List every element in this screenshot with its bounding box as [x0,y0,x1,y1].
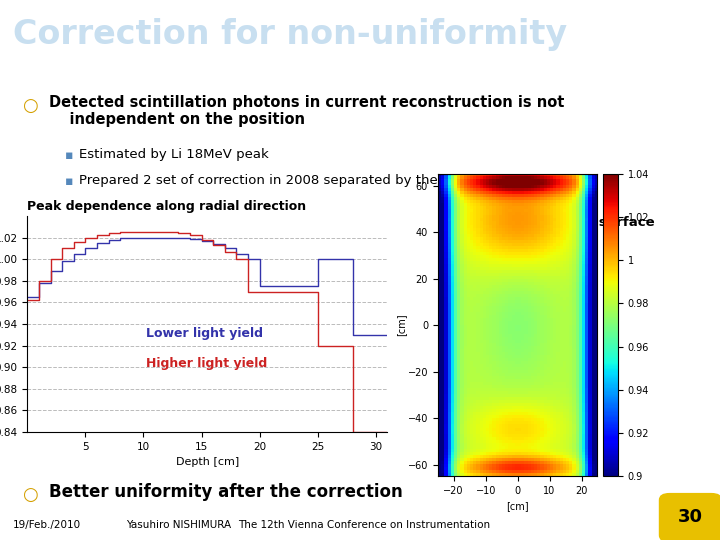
Text: Peak dependence along radial direction: Peak dependence along radial direction [27,200,307,213]
Text: ○: ○ [22,97,37,116]
Text: Detected scintillation photons in current reconstruction is not
    independent : Detected scintillation photons in curren… [49,95,564,127]
Text: ▪: ▪ [65,175,73,188]
Text: Lower light yield: Lower light yield [146,327,264,340]
Text: Estimated by Li 18MeV peak: Estimated by Li 18MeV peak [79,148,269,161]
Text: 19/Feb./2010: 19/Feb./2010 [13,519,81,530]
Text: ▪: ▪ [65,149,73,162]
Text: 30: 30 [678,508,703,526]
Text: Higher light yield: Higher light yield [146,357,267,370]
Text: The 12th Vienna Conference on Instrumentation: The 12th Vienna Conference on Instrument… [238,519,490,530]
Text: Better uniformity after the correction: Better uniformity after the correction [49,483,402,502]
Text: Prepared 2 set of correction in 2008 separated by the light yield: Prepared 2 set of correction in 2008 sep… [79,174,508,187]
Text: ○: ○ [22,486,37,504]
Text: Yasuhiro NISHIMURA: Yasuhiro NISHIMURA [126,519,231,530]
Text: Correction for non-uniformity: Correction for non-uniformity [13,18,567,51]
X-axis label: [cm]: [cm] [506,502,529,511]
Text: Peak map
on LXe inner surface: Peak map on LXe inner surface [500,201,655,229]
Y-axis label: [cm]: [cm] [396,314,406,336]
X-axis label: Depth [cm]: Depth [cm] [176,457,239,467]
FancyBboxPatch shape [659,493,720,540]
